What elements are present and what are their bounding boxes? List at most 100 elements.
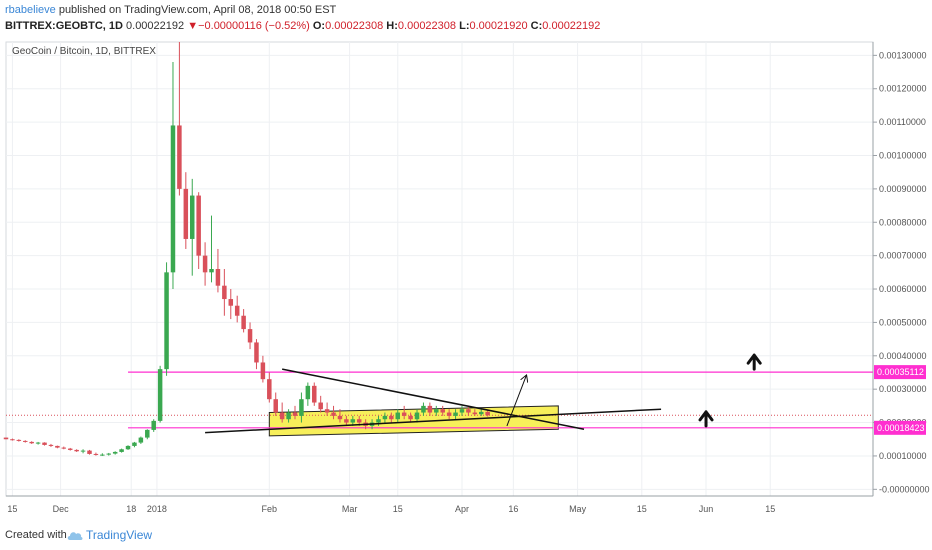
candle-up: [106, 453, 112, 455]
candle-down: [254, 342, 259, 363]
candle-up: [376, 419, 381, 423]
candle-up: [145, 429, 150, 438]
x-tick-label: Feb: [262, 504, 278, 514]
candle-up: [414, 412, 420, 420]
price-label-text: 0.00035112: [877, 367, 924, 377]
candle-up: [305, 385, 311, 400]
tradingview-cloud-icon: [67, 532, 83, 540]
candle-up: [350, 419, 356, 423]
change-value: −0.00000116 (−0.52%): [198, 20, 310, 32]
x-tick-label: Apr: [455, 504, 469, 514]
close-label: C:: [530, 20, 543, 32]
candle-down: [196, 195, 201, 256]
candle-up: [299, 399, 304, 416]
candle-down: [408, 415, 413, 420]
candle-down: [42, 442, 47, 445]
candle-up: [459, 409, 465, 413]
y-tick-label: 0.00100000: [879, 151, 927, 161]
candle-down: [446, 412, 452, 416]
candle-down: [401, 412, 407, 416]
close-value: 0.00022192: [542, 20, 601, 32]
y-tick-label: 0.00060000: [879, 284, 927, 294]
candle-up: [151, 420, 156, 430]
x-tick-label: May: [569, 504, 587, 514]
candle-down: [389, 415, 394, 420]
trend-line: [282, 368, 585, 430]
candle-down: [273, 399, 278, 413]
candle-up: [170, 125, 176, 273]
price-label-box: [874, 420, 926, 435]
candle-up: [35, 442, 41, 444]
candle-down: [3, 437, 9, 440]
candle-down: [466, 409, 471, 413]
candle-down: [279, 412, 285, 420]
x-tick-label: 18: [126, 504, 136, 514]
chart-area[interactable]: 0.00130000 0.00120000 0.00110000 0.00100000…: [0, 36, 932, 516]
candle-up: [100, 454, 105, 456]
candle-down: [292, 412, 298, 416]
last-price: 0.00022192: [126, 20, 185, 32]
candle-down: [222, 285, 227, 300]
candle-down: [472, 412, 478, 415]
publish-info: rbabelieve published on TradingView.com,…: [5, 3, 336, 17]
y-tick-label: 0.00090000: [879, 184, 927, 194]
y-tick-label: 0.00110000: [879, 117, 926, 127]
y-tick-label: 0.00050000: [879, 317, 927, 327]
candle-down: [23, 440, 28, 442]
candle-down: [55, 445, 60, 448]
candle-down: [267, 379, 272, 400]
x-tick-label: 15: [393, 504, 403, 514]
tradingview-brand[interactable]: TradingView: [86, 528, 153, 542]
candle-up: [209, 269, 214, 273]
candle-down: [67, 448, 73, 450]
y-tick-label: 0.00040000: [879, 351, 927, 361]
author-link[interactable]: rbabelieve: [5, 4, 56, 16]
created-with-text: Created with: [5, 529, 67, 541]
candle-down: [312, 385, 317, 403]
candle-down: [10, 439, 15, 441]
candle-down: [16, 439, 22, 441]
candle-down: [234, 305, 240, 316]
candle-up: [164, 272, 169, 370]
candle-up: [434, 409, 439, 413]
candle-up: [138, 437, 144, 443]
x-tick-label: 15: [637, 504, 647, 514]
candle-up: [132, 442, 137, 446]
x-tick-label: Jun: [699, 504, 714, 514]
candle-down: [485, 411, 490, 416]
candle-up: [421, 405, 426, 413]
candle-up: [453, 412, 458, 416]
candle-down: [228, 299, 234, 306]
candle-up: [119, 449, 124, 452]
footer: Created with TradingView: [0, 520, 932, 550]
price-label-text: 0.00018423: [877, 423, 925, 433]
x-tick-label: 15: [765, 504, 775, 514]
candle-down: [260, 362, 266, 380]
candle-down: [427, 405, 433, 413]
price-chart[interactable]: 0.00130000 0.00120000 0.00110000 0.00100000…: [0, 36, 932, 516]
low-value: 0.00021920: [469, 20, 528, 32]
candle-up: [395, 412, 401, 420]
candle-down: [247, 329, 253, 343]
candle-up: [125, 445, 131, 450]
candle-down: [440, 409, 445, 413]
candle-up: [157, 369, 163, 421]
candle-down: [183, 188, 189, 239]
x-tick-label: 2018: [147, 504, 167, 514]
candle-up: [189, 195, 195, 239]
symbol-label: BITTREX:GEOBTC, 1D: [5, 20, 123, 32]
x-tick-label: Mar: [342, 504, 358, 514]
candle-down: [93, 453, 99, 455]
price-label-box: [874, 365, 926, 380]
trend-line: [205, 408, 662, 434]
candle-down: [48, 444, 54, 446]
candle-down: [202, 255, 208, 273]
change-down-icon: ▼: [187, 20, 199, 32]
high-label: H:: [386, 20, 398, 32]
y-tick-label: -0.00000000: [879, 484, 930, 494]
chart-title: GeoCoin / Bitcoin, 1D, BITTREX: [12, 46, 156, 57]
candle-down: [177, 125, 182, 189]
low-label: L:: [459, 20, 470, 32]
candle-down: [74, 449, 79, 452]
candle-down: [87, 450, 92, 454]
